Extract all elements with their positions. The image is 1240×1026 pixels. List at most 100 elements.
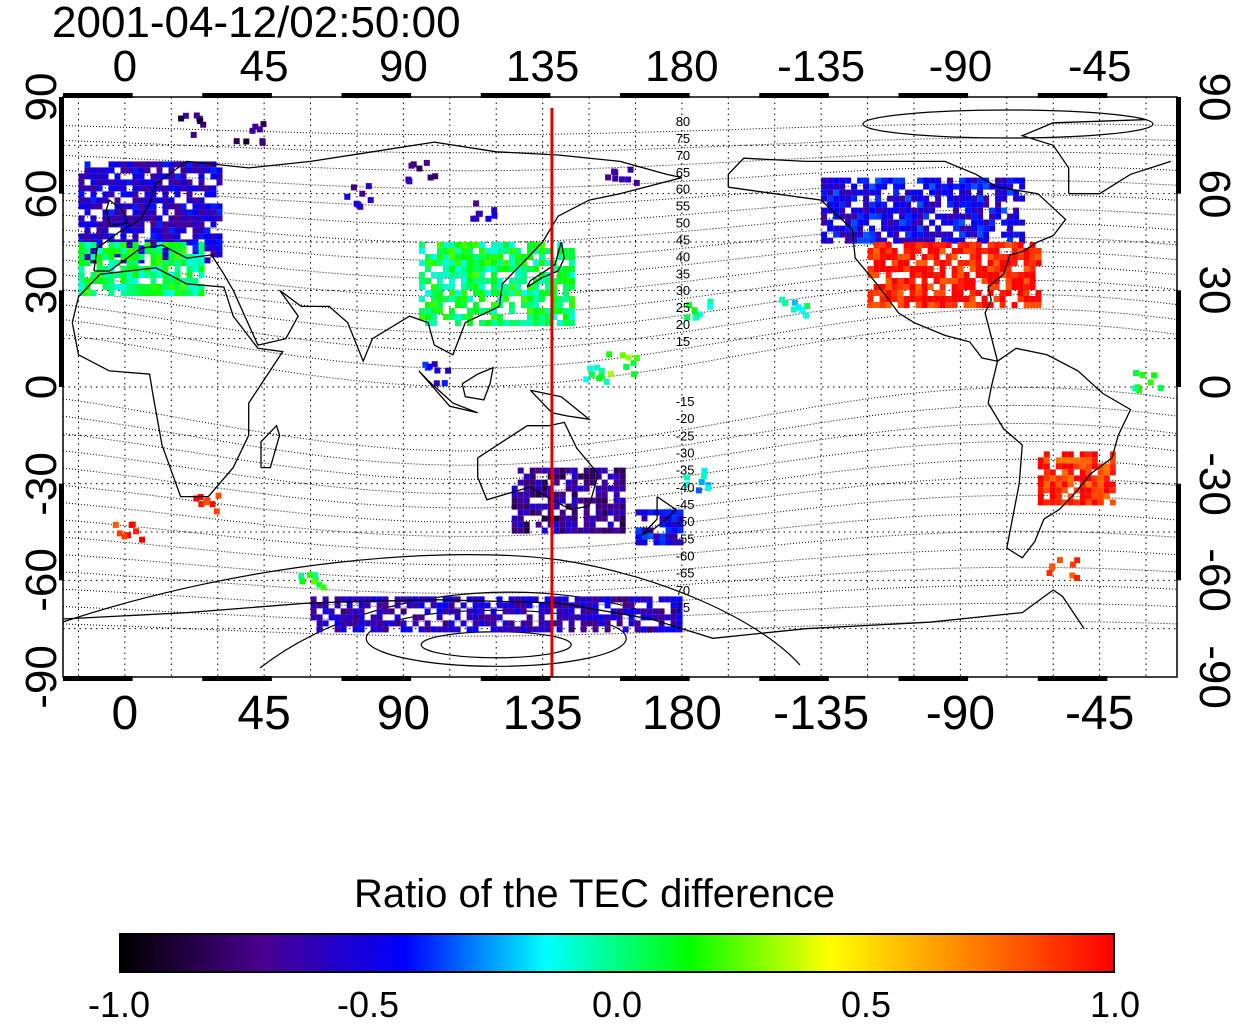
tec-cell — [174, 191, 181, 198]
tec-cell — [951, 266, 958, 272]
tec-cell — [935, 183, 942, 190]
tec-cell — [995, 177, 1002, 184]
tec-cell — [466, 266, 473, 272]
tec-cell — [344, 193, 351, 200]
tec-cell — [529, 467, 536, 474]
tec-cell — [677, 527, 684, 534]
tec-cell — [120, 233, 127, 240]
tec-cell — [502, 296, 509, 302]
tec-cell — [460, 290, 467, 296]
tec-cell — [520, 302, 527, 308]
tec-cell — [544, 260, 551, 266]
top-longitude-label: 135 — [505, 42, 580, 91]
tec-cell — [619, 515, 626, 522]
tec-cell — [454, 272, 461, 278]
tec-cell — [412, 614, 419, 621]
tec-cell — [520, 620, 527, 627]
tec-cell — [430, 296, 437, 302]
tec-cell — [568, 320, 575, 326]
tec-cell — [150, 227, 157, 234]
magnetic-latitude-line — [62, 180, 1178, 208]
tec-cell — [517, 497, 524, 504]
tec-cell — [156, 272, 163, 278]
tec-cell — [102, 254, 109, 260]
tec-cell — [310, 614, 317, 621]
tec-cell — [144, 191, 151, 198]
tec-cell — [915, 284, 922, 290]
tec-cell — [96, 173, 103, 180]
tec-cell — [1023, 296, 1030, 302]
tec-cell — [969, 254, 976, 260]
tec-cell — [550, 596, 557, 603]
tec-cell — [210, 185, 217, 192]
tec-cell — [698, 479, 705, 485]
tec-cell — [951, 248, 958, 254]
magnetic-latitude-label: 50 — [676, 216, 690, 231]
tec-cell — [412, 596, 419, 603]
tec-cell — [827, 219, 834, 226]
coastline — [641, 496, 677, 536]
tec-cell — [927, 254, 934, 260]
tec-cell — [613, 473, 620, 480]
tec-cell — [619, 473, 626, 480]
tec-cell — [150, 215, 157, 222]
tec-cell — [671, 521, 678, 528]
tec-cell — [436, 626, 443, 633]
tec-cell — [511, 491, 518, 498]
tec-cell — [583, 515, 590, 522]
tec-cell — [1043, 457, 1050, 464]
tec-cell — [957, 266, 964, 272]
tec-cell — [1007, 189, 1014, 196]
tec-cell — [833, 195, 840, 202]
tec-cell — [652, 614, 659, 621]
tec-cell — [358, 614, 365, 621]
tec-cell — [1085, 481, 1092, 488]
tec-cell — [102, 233, 109, 240]
tec-cell — [418, 602, 425, 609]
tec-cell — [869, 213, 876, 220]
tec-cell — [635, 533, 642, 540]
tec-cell — [1079, 463, 1086, 470]
tec-cell — [1085, 463, 1092, 470]
tec-cell — [544, 278, 551, 284]
tec-cell — [78, 191, 85, 198]
tec-cell — [460, 278, 467, 284]
tec-cell — [526, 266, 533, 272]
tec-cell — [96, 167, 103, 174]
tec-cell — [460, 302, 467, 308]
tec-cell — [987, 242, 994, 248]
tec-cell — [511, 527, 518, 534]
tec-cell — [96, 221, 103, 228]
tec-cell — [168, 284, 175, 290]
tec-cell — [508, 320, 515, 326]
tec-cell — [568, 248, 575, 254]
tec-cell — [867, 248, 874, 254]
tec-cell — [523, 521, 530, 528]
coastline — [477, 421, 600, 511]
tec-cell — [953, 237, 960, 244]
tec-cell — [885, 254, 892, 260]
tec-cell — [430, 308, 437, 314]
tec-cell — [562, 290, 569, 296]
tec-cell — [460, 242, 467, 248]
magnetic-latitude-label: -25 — [676, 428, 695, 443]
tec-cell — [641, 539, 648, 546]
tec-cell — [959, 237, 966, 244]
tec-cell — [180, 209, 187, 216]
magnetic-latitude-label: 35 — [676, 266, 690, 281]
tec-cell — [394, 620, 401, 627]
tec-cell — [472, 626, 479, 633]
tec-cell — [216, 167, 223, 174]
tec-cell — [168, 272, 175, 278]
tec-cell — [78, 179, 85, 186]
tec-cell — [180, 167, 187, 174]
tec-cell — [589, 521, 596, 528]
tec-cell — [334, 596, 341, 603]
tec-cell — [448, 620, 455, 627]
tec-cell — [903, 260, 910, 266]
tec-cell — [204, 191, 211, 198]
tec-cell — [977, 189, 984, 196]
tec-cell — [484, 602, 491, 609]
tec-cell — [915, 260, 922, 266]
tec-cell — [78, 233, 85, 240]
